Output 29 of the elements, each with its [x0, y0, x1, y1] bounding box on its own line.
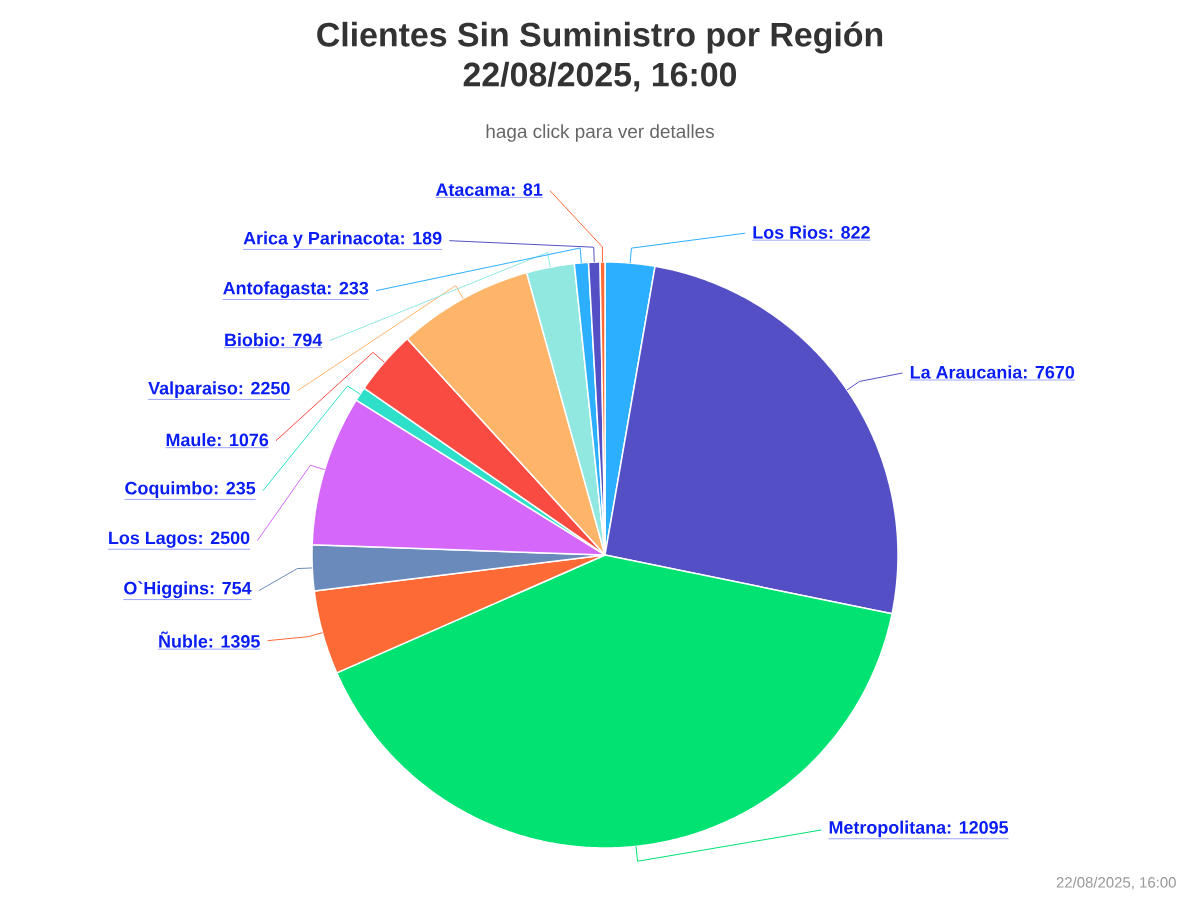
slice-label: Biobio [225, 333, 280, 347]
slice-label: Ñuble [159, 631, 208, 648]
data-label: : 235 [214, 481, 256, 495]
data-label: : 2250 [239, 381, 290, 395]
slice-label: La Araucania [910, 365, 1023, 379]
chart-subtitle: haga click para ver detalles [486, 124, 714, 142]
slice-label: Antofagasta [223, 281, 327, 299]
data-label: : 81 [511, 183, 543, 197]
slice-label: Atacama [435, 183, 511, 197]
chart-title: Clientes Sin Suministro por Región 22/08/2025, 16:00 [317, 21, 883, 92]
slice-label: Los Rios [753, 225, 828, 239]
data-label: : 233 [328, 281, 369, 295]
data-label: : 12095 [947, 821, 1009, 834]
slice-label: Valparaiso [148, 381, 238, 399]
slice-label: O`Higgins [124, 581, 209, 599]
data-label: : 7670 [1024, 365, 1075, 379]
data-label: : 189 [401, 231, 442, 245]
slice-label: Metropolitana [829, 820, 947, 838]
text: 22/08/2025, 16:00 [1056, 876, 1176, 890]
data-label: : 794 [281, 333, 323, 347]
data-label: : 1395 [209, 635, 260, 648]
data-label: : 754 [210, 582, 252, 595]
data-label: : 1076 [218, 433, 269, 447]
slice-label: Los Lagos [109, 531, 197, 548]
slice-label: Arica y Parinacota [243, 231, 400, 249]
slice-label: Coquimbo [125, 481, 213, 499]
data-label: : 2500 [199, 531, 250, 545]
slice-label: Maule [166, 433, 216, 447]
data-label: : 822 [829, 226, 870, 239]
